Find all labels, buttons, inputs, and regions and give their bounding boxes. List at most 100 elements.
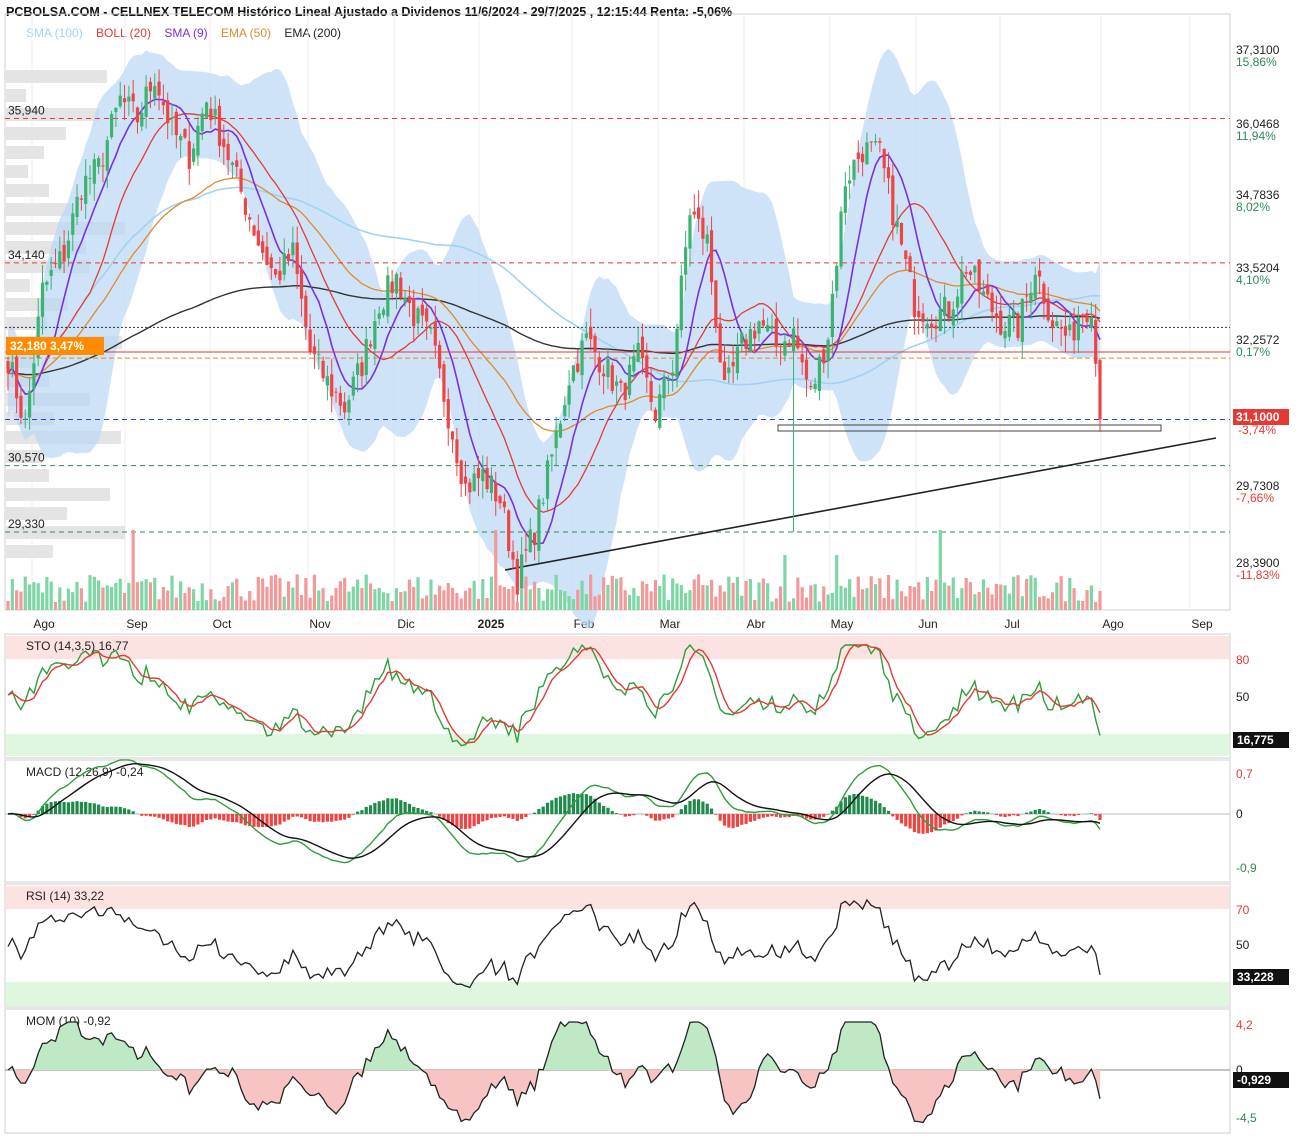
- candle-body: [787, 342, 791, 347]
- volume-bar: [774, 598, 778, 610]
- volume-bar: [291, 587, 295, 610]
- candle-body: [101, 165, 105, 167]
- candle-body: [740, 332, 744, 344]
- candle-body: [925, 324, 929, 329]
- macd-histogram-bar: [994, 814, 999, 815]
- boll-mid-line: [7, 112, 1101, 513]
- sma100-line: [7, 186, 1101, 395]
- candle-body: [891, 175, 895, 226]
- volume-bar: [71, 592, 75, 610]
- candle-body: [321, 360, 325, 379]
- candle-body: [19, 395, 23, 418]
- macd-histogram-bar: [869, 798, 873, 814]
- volume-bar: [614, 578, 619, 610]
- macd-histogram-bar: [291, 814, 295, 817]
- sto-d-line: [7, 644, 1101, 744]
- macd-histogram-bar: [360, 810, 364, 814]
- macd-histogram-bar: [118, 806, 122, 814]
- volume-bar: [964, 577, 968, 610]
- y-tick-label: 37,3100: [1236, 43, 1280, 57]
- macd-histogram-bar: [593, 798, 597, 814]
- last-price-tag-bg: [1233, 409, 1289, 425]
- volume-bar: [356, 579, 360, 610]
- macd-histogram-bar: [545, 802, 550, 814]
- volume-bar: [494, 530, 498, 610]
- volume-bar: [62, 600, 66, 610]
- mom-value-tag-bg: [1233, 1072, 1289, 1088]
- volume-bar: [744, 580, 748, 610]
- macd-histogram-bar: [239, 814, 243, 824]
- x-tick-label-sep: Sep: [1191, 617, 1213, 631]
- candle-body: [593, 335, 597, 352]
- volume-bar: [632, 588, 636, 610]
- candle-body: [1042, 283, 1046, 304]
- macd-histogram-bar: [282, 814, 286, 822]
- candle-body: [809, 386, 813, 388]
- volume-bar: [269, 575, 273, 610]
- candle-body: [791, 328, 796, 352]
- candle-body: [550, 454, 554, 457]
- legend-sma100: SMA (100): [26, 26, 83, 40]
- macd-histogram-bar: [696, 799, 701, 814]
- volume-bar: [261, 578, 265, 610]
- macd-histogram-bar: [1089, 813, 1093, 814]
- volume-bar: [740, 595, 744, 610]
- macd-histogram-bar: [498, 814, 502, 818]
- candle-body: [248, 217, 252, 220]
- volume-bar: [230, 582, 235, 610]
- y-tick-pct: 11,94%: [1236, 129, 1276, 143]
- volume-bar: [200, 583, 204, 610]
- candle-body: [671, 372, 675, 376]
- y-tick-label: 28,3900: [1236, 556, 1280, 570]
- candle-body: [1025, 295, 1029, 297]
- candle-body: [692, 211, 696, 215]
- volume-bar: [66, 588, 71, 610]
- volume-bar: [304, 578, 308, 610]
- volume-bar: [187, 587, 191, 610]
- indicator-legend: SMA (100) BOLL (20) SMA (9) EMA (50) EMA…: [26, 26, 351, 40]
- volume-bar: [1085, 589, 1089, 610]
- candle-body: [576, 363, 580, 372]
- candle-body: [144, 86, 148, 118]
- volume-bar: [645, 584, 649, 610]
- candle-body: [1072, 321, 1076, 341]
- macd-histogram-bar: [822, 814, 826, 817]
- candle-body: [511, 552, 515, 560]
- rsi-line: [7, 898, 1101, 989]
- y-tick-label: 32,2572: [1236, 333, 1280, 347]
- volume-bar: [895, 579, 899, 610]
- volume-bar: [597, 594, 601, 610]
- volume-bar: [347, 591, 351, 610]
- candle-body: [640, 336, 645, 358]
- volume-bar: [934, 579, 938, 610]
- candle-body: [645, 355, 649, 378]
- candle-body: [196, 125, 200, 156]
- volume-bar: [79, 588, 83, 610]
- volume-bar: [873, 584, 878, 610]
- y-tick-pct: 4,10%: [1236, 273, 1270, 287]
- volume-bar: [381, 592, 386, 610]
- volume-bar: [722, 591, 727, 610]
- macd-histogram-bar: [753, 814, 757, 821]
- macd-histogram-bar: [1012, 814, 1016, 816]
- macd-histogram-bar: [981, 811, 986, 814]
- macd-histogram-bar: [101, 806, 105, 814]
- last-price-tag-pct: -3,74%: [1238, 423, 1276, 437]
- candle-body: [571, 365, 576, 381]
- candle-body: [498, 496, 502, 504]
- macd-histogram-bar: [1098, 814, 1102, 821]
- candle-body: [813, 383, 817, 390]
- volume-bar: [1050, 592, 1055, 610]
- sto-tick: 80: [1236, 653, 1250, 667]
- volume-bar: [481, 579, 485, 610]
- volume-bar: [610, 575, 614, 610]
- volume-bar: [968, 582, 973, 610]
- macd-histogram-bar: [632, 814, 636, 816]
- volume-bar: [528, 589, 532, 610]
- macd-histogram-bar: [705, 803, 709, 814]
- candle-body: [869, 141, 873, 143]
- macd-histogram-bar: [127, 809, 131, 814]
- candle-body: [485, 467, 489, 490]
- volume-bar: [23, 576, 27, 610]
- volume-bar: [1037, 596, 1042, 610]
